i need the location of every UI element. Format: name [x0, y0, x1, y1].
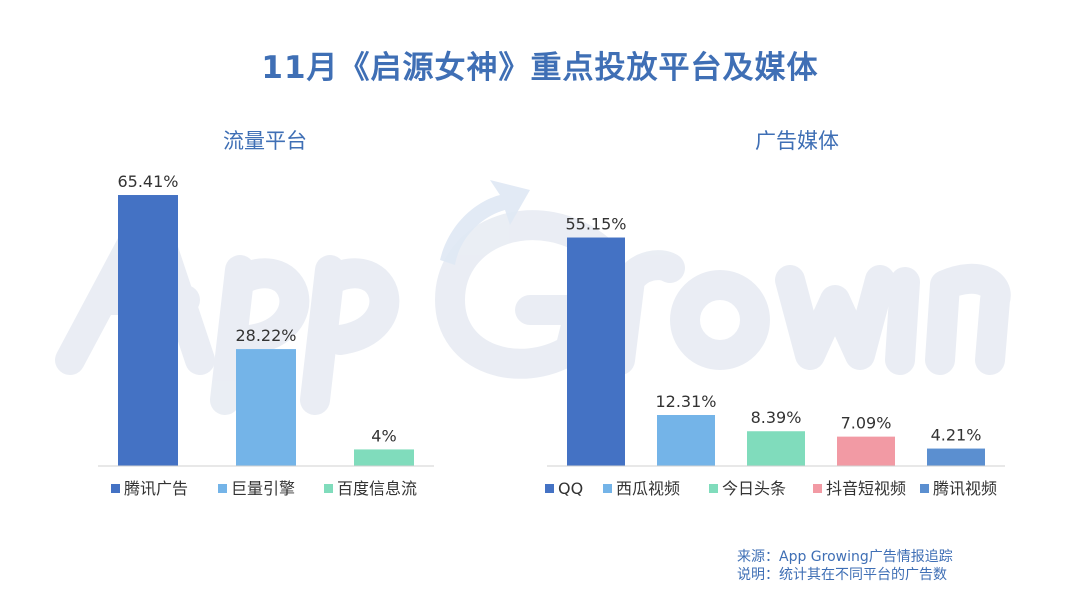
- bar: [927, 448, 985, 466]
- legend-swatch: [709, 484, 718, 493]
- bar-value-label: 8.39%: [751, 408, 802, 427]
- legend-label: 西瓜视频: [616, 479, 680, 498]
- page-title: 11月《启源女神》重点投放平台及媒体: [261, 50, 819, 86]
- bar-value-label: 65.41%: [117, 172, 178, 191]
- legend-label: 巨量引擎: [231, 479, 295, 498]
- bar: [236, 349, 296, 466]
- bar-value-label: 4.21%: [931, 426, 982, 445]
- bar-value-label: 28.22%: [235, 326, 296, 345]
- bar: [747, 431, 805, 466]
- legend-swatch: [920, 484, 929, 493]
- legend-swatch: [324, 484, 333, 493]
- legend-label: 百度信息流: [337, 479, 417, 498]
- bar-value-label: 4%: [371, 426, 396, 445]
- bar: [354, 449, 414, 466]
- bar: [837, 436, 895, 466]
- legend-label: 抖音短视频: [826, 479, 906, 498]
- legend-swatch: [218, 484, 227, 493]
- bar-value-label: 55.15%: [565, 215, 626, 234]
- chart-title: 流量平台: [223, 129, 307, 153]
- legend-label: 今日头条: [722, 479, 786, 498]
- footer: 来源：App Growing广告情报追踪 说明：统计其在不同平台的广告数: [737, 548, 953, 584]
- legend-swatch: [813, 484, 822, 493]
- legend-label: QQ: [558, 479, 583, 498]
- legend-label: 腾讯视频: [933, 479, 997, 498]
- bar: [567, 237, 625, 466]
- legend-swatch: [111, 484, 120, 493]
- footer-note: 说明：统计其在不同平台的广告数: [737, 567, 947, 583]
- legend-label: 腾讯广告: [124, 479, 188, 498]
- footer-source: 来源：App Growing广告情报追踪: [737, 549, 953, 565]
- chart-title: 广告媒体: [755, 129, 839, 153]
- bar: [657, 415, 715, 466]
- legend-swatch: [603, 484, 612, 493]
- legend-swatch: [545, 484, 554, 493]
- bar-value-label: 7.09%: [841, 414, 892, 433]
- bar-value-label: 12.31%: [655, 392, 716, 411]
- bar: [118, 195, 178, 466]
